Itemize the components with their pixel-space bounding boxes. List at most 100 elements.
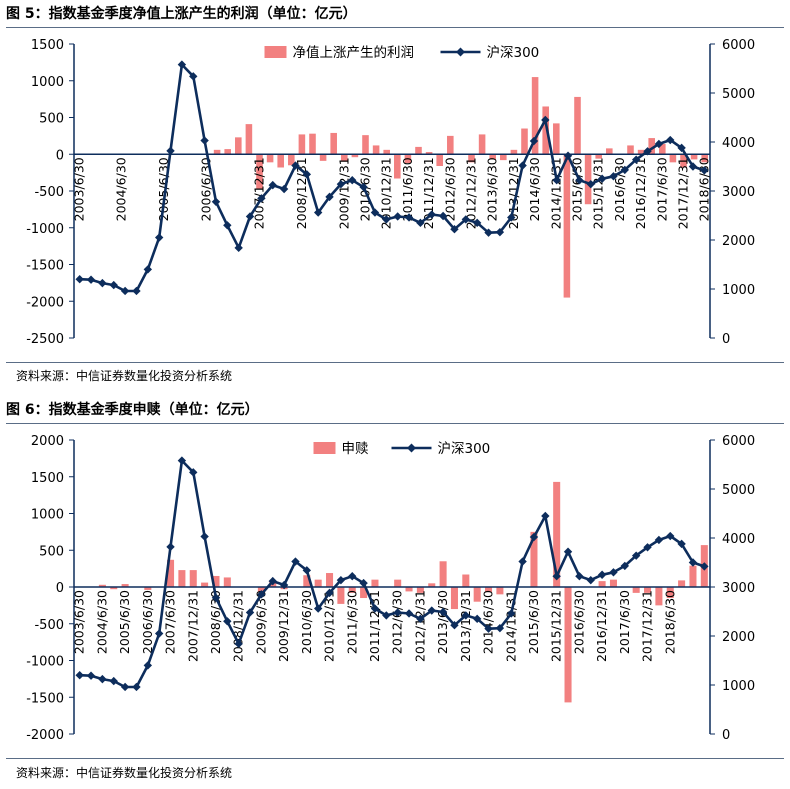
- index-point: [518, 557, 527, 566]
- left-axis-tick-label: 500: [39, 112, 64, 127]
- x-tick-label: 2017/6/30: [654, 157, 669, 221]
- x-tick-label: 2009/12/31: [336, 157, 351, 229]
- index-point: [143, 661, 153, 670]
- left-axis-tick-label: 1000: [31, 75, 64, 90]
- x-tick-label: 2007/6/30: [163, 590, 178, 654]
- index-point: [427, 606, 436, 615]
- bar: [485, 587, 493, 593]
- x-tick-label: 2015/6/30: [570, 157, 585, 221]
- bar: [689, 565, 697, 587]
- bar: [678, 580, 686, 587]
- index-point: [200, 532, 209, 541]
- bar: [531, 77, 539, 155]
- index-point: [552, 572, 561, 581]
- index-point: [484, 228, 493, 237]
- x-tick-label: 2014/12/31: [503, 590, 518, 662]
- index-point: [86, 275, 96, 284]
- left-axis-tick-label: 1500: [31, 38, 64, 53]
- left-axis-tick-label: 1500: [31, 471, 64, 486]
- right-axis-tick-label: 4000: [722, 136, 755, 151]
- index-point: [438, 607, 448, 617]
- index-point: [631, 155, 641, 164]
- x-tick-label: 2003/6/30: [71, 157, 86, 221]
- x-tick-label: 2009/6/30: [253, 590, 268, 654]
- x-tick-label: 2011/12/31: [367, 590, 382, 662]
- index-point: [688, 558, 698, 567]
- bar: [351, 154, 359, 158]
- index-point: [575, 176, 584, 185]
- left-axis-tick-label: -1500: [26, 691, 64, 706]
- bar: [447, 135, 454, 155]
- right-axis-tick-label: 5000: [722, 483, 755, 498]
- right-axis-tick-label: 0: [722, 332, 730, 347]
- x-tick-label: 2010/12/31: [322, 590, 337, 662]
- bar: [330, 132, 337, 155]
- index-point: [302, 170, 312, 179]
- legend-line-label: 沪深300: [487, 45, 540, 61]
- index-point: [336, 179, 346, 189]
- x-tick-label: 2003/6/30: [72, 590, 87, 654]
- index-point: [359, 182, 368, 192]
- index-point: [86, 671, 96, 680]
- index-point: [643, 147, 652, 156]
- bar: [428, 583, 436, 587]
- left-axis-tick-label: -500: [34, 618, 64, 633]
- bar: [404, 154, 412, 164]
- bar: [319, 154, 327, 161]
- left-axis-tick-label: 1000: [31, 508, 64, 523]
- index-point: [541, 115, 550, 125]
- index-point: [268, 576, 277, 586]
- bar: [450, 587, 458, 610]
- x-tick-label: 2012/6/30: [390, 590, 405, 654]
- index-point: [472, 218, 482, 228]
- index-point: [200, 136, 209, 145]
- bar: [425, 152, 433, 155]
- bar: [277, 154, 284, 168]
- bar: [595, 154, 602, 159]
- bar: [303, 575, 311, 587]
- index-point: [631, 551, 641, 560]
- index-point: [586, 575, 595, 585]
- index-point: [427, 210, 436, 219]
- bar: [659, 143, 666, 155]
- index-point: [597, 570, 607, 579]
- figure-5-top-rule: [6, 27, 784, 28]
- index-point: [325, 588, 334, 598]
- bar: [563, 154, 571, 298]
- index-point: [268, 180, 277, 190]
- bar: [314, 579, 322, 587]
- bar: [542, 106, 549, 155]
- x-tick-label: 2013/6/30: [485, 157, 500, 221]
- index-point: [325, 192, 334, 202]
- x-tick-label: 2007/12/31: [252, 157, 267, 229]
- right-axis-tick-label: 6000: [722, 434, 755, 449]
- x-tick-label: 2012/12/31: [412, 590, 427, 662]
- bar: [178, 570, 186, 587]
- bar: [348, 587, 356, 593]
- index-point: [552, 176, 561, 185]
- bar: [584, 154, 592, 205]
- bar: [632, 587, 640, 593]
- x-tick-label: 2014/6/30: [527, 157, 542, 221]
- index-point: [370, 208, 380, 217]
- bar: [394, 579, 402, 587]
- right-axis-tick-label: 1000: [722, 679, 755, 694]
- x-tick-label: 2012/12/31: [464, 157, 479, 229]
- bar: [394, 154, 401, 179]
- index-point: [234, 639, 243, 649]
- index-point: [450, 225, 459, 234]
- legend: 净值上涨产生的利润 沪深300: [264, 45, 540, 61]
- x-tick-label: 2017/12/31: [640, 590, 655, 662]
- x-tick-label: 2013/6/30: [435, 590, 450, 654]
- bar: [144, 587, 152, 590]
- x-tick-label: 2005/6/30: [117, 590, 132, 654]
- legend-line-marker: [456, 47, 465, 57]
- figure-6-chart: 2000150010005000-500-1000-1500-200060005…: [26, 434, 755, 743]
- bar: [496, 587, 504, 595]
- index-point: [120, 286, 130, 296]
- bar: [309, 133, 316, 155]
- index-point: [507, 213, 516, 222]
- bar: [288, 154, 295, 166]
- index-point: [132, 286, 141, 296]
- x-tick-label: 2009/12/31: [276, 590, 291, 662]
